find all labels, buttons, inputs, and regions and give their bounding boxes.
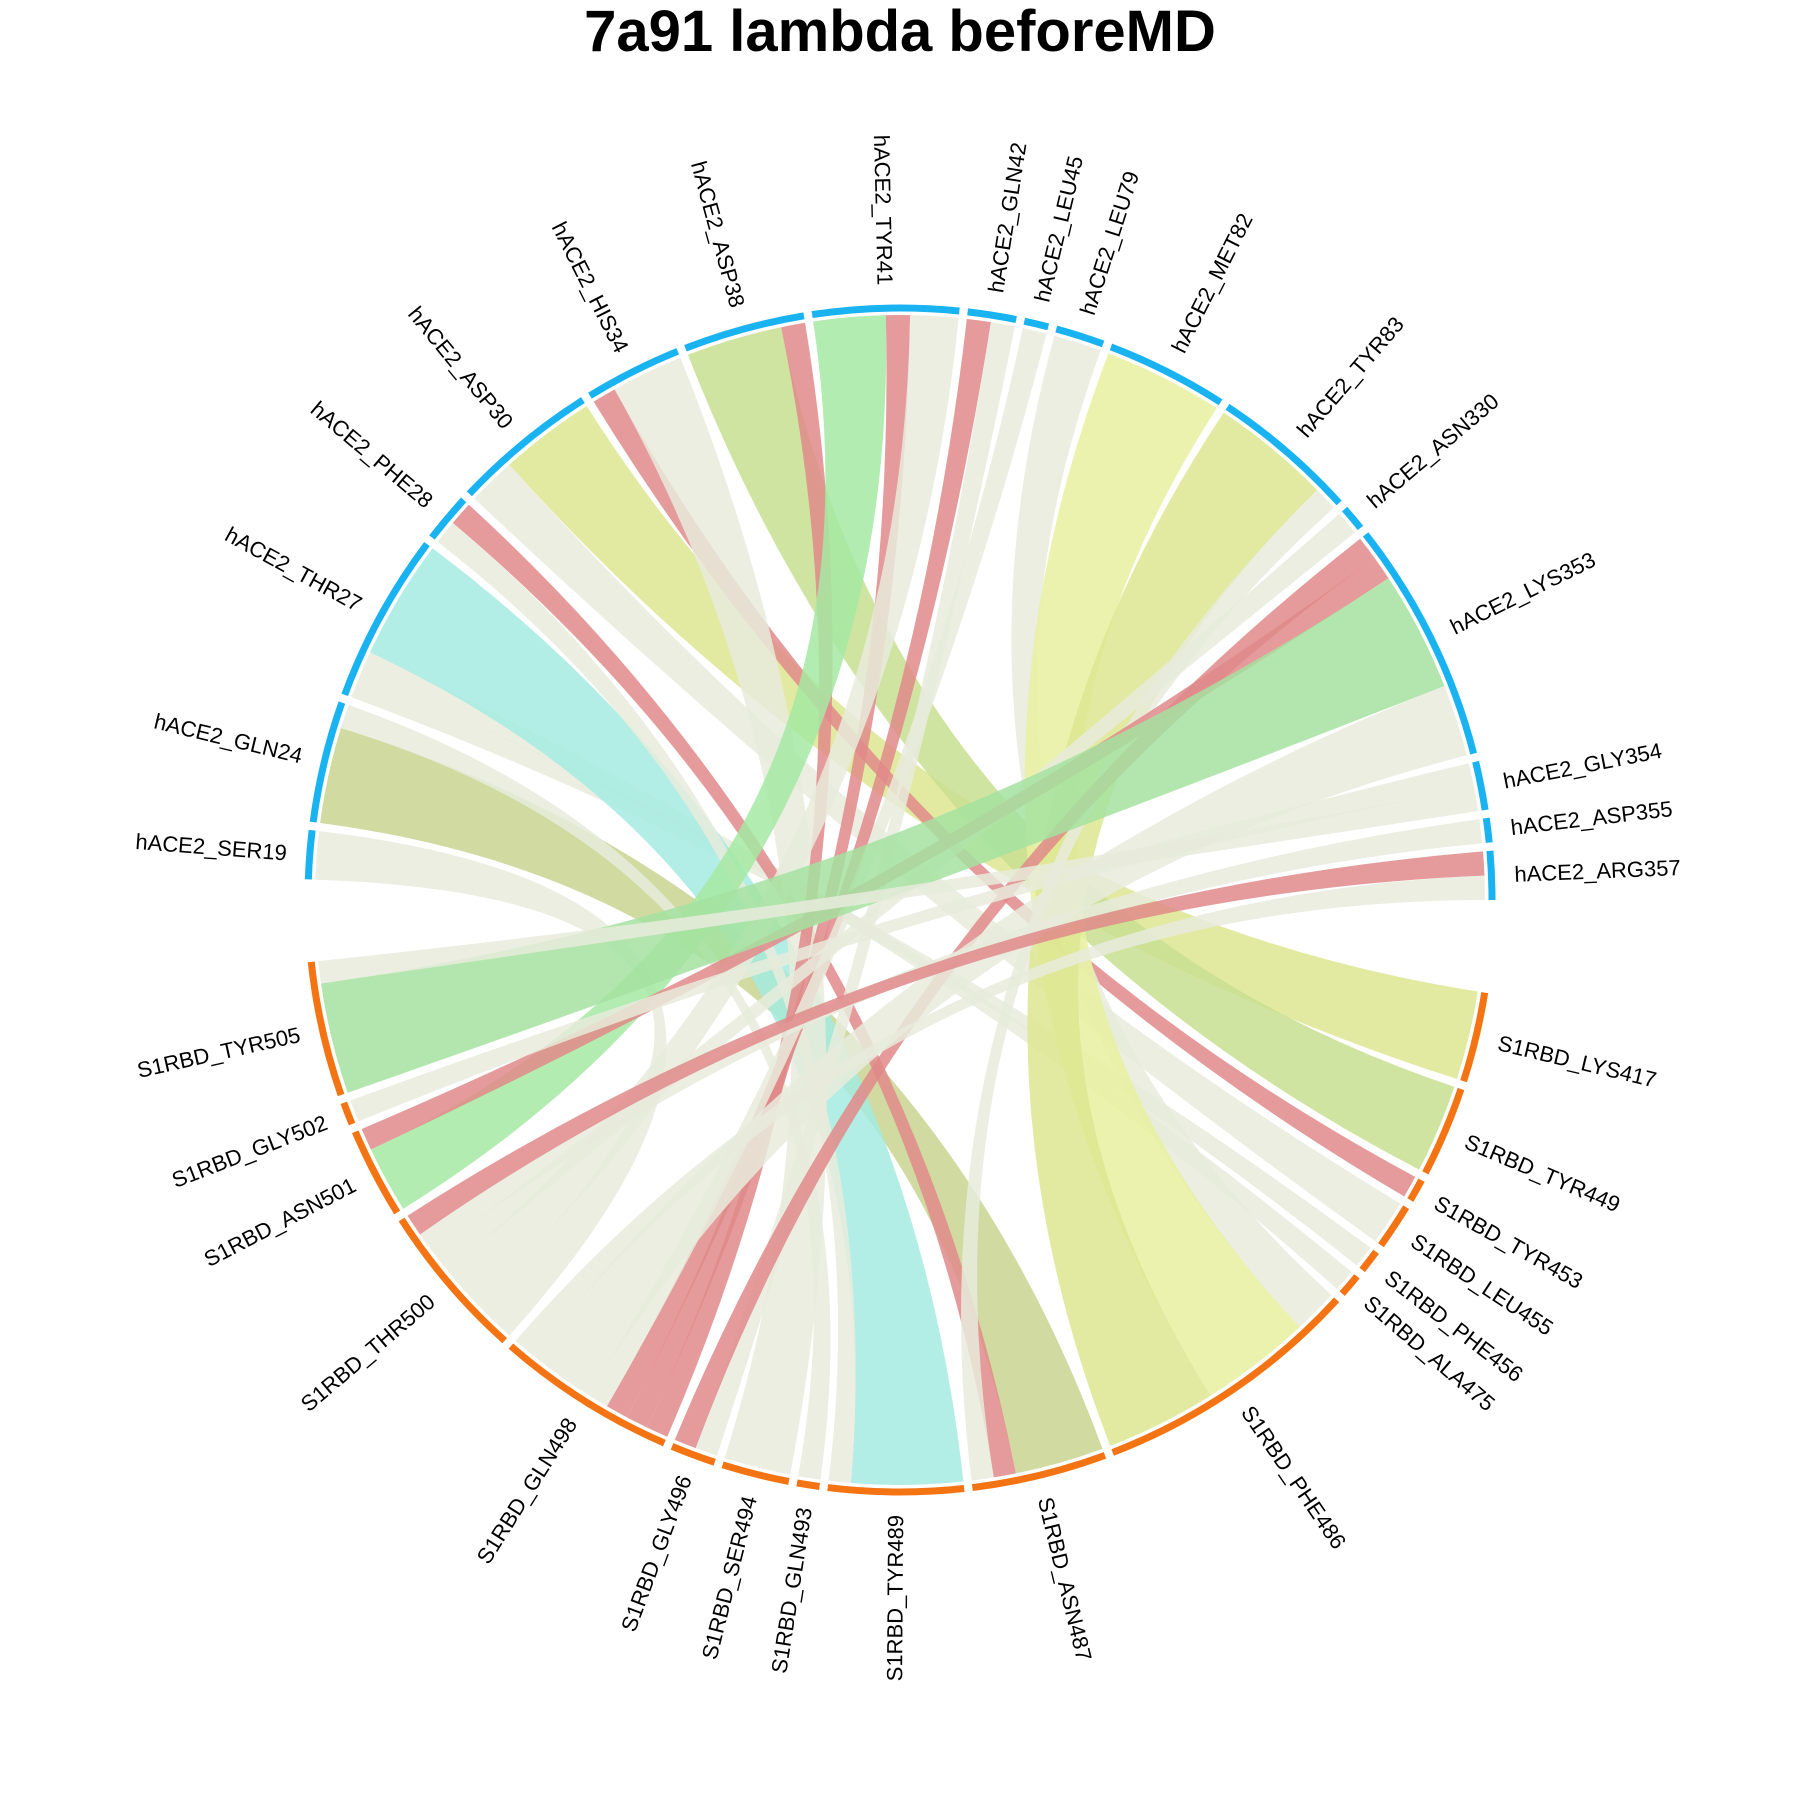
track-segment-S1RBD_GLY496 xyxy=(670,1443,716,1466)
track-layer xyxy=(304,304,1496,1496)
segment-label-hACE2_TYR41: hACE2_TYR41 xyxy=(869,134,898,285)
track-segment-S1RBD_THR500 xyxy=(398,1217,508,1344)
segment-label-hACE2_LYS353: hACE2_LYS353 xyxy=(1446,547,1599,640)
segment-label-S1RBD_GLY502: S1RBD_GLY502 xyxy=(168,1110,331,1193)
segment-label-S1RBD_LYS417: S1RBD_LYS417 xyxy=(1495,1030,1659,1092)
track-segment-hACE2_GLN42 xyxy=(967,308,1017,323)
track-segment-hACE2_GLN24 xyxy=(309,701,346,823)
segment-label-hACE2_ARG357: hACE2_ARG357 xyxy=(1514,855,1681,887)
segment-label-S1RBD_TYR449: S1RBD_TYR449 xyxy=(1461,1129,1624,1217)
ribbon-hACE2_GLN42-S1RBD_GLY496 xyxy=(695,322,1015,1456)
segment-label-S1RBD_SER494: S1RBD_SER494 xyxy=(697,1493,762,1662)
segment-label-S1RBD_GLY496: S1RBD_GLY496 xyxy=(616,1472,697,1635)
segment-label-hACE2_LEU45: hACE2_LEU45 xyxy=(1029,153,1088,304)
track-segment-S1RBD_TYR505 xyxy=(307,961,345,1097)
segment-label-S1RBD_ASN487: S1RBD_ASN487 xyxy=(1033,1495,1097,1664)
segment-label-hACE2_HIS34: hACE2_HIS34 xyxy=(547,218,634,357)
track-segment-hACE2_ASP355 xyxy=(1482,817,1493,843)
ribbon-hACE2_ASP38-S1RBD_GLN498 xyxy=(646,322,833,1437)
track-segment-S1RBD_GLY502 xyxy=(340,1101,356,1126)
segment-label-hACE2_TYR83: hACE2_TYR83 xyxy=(1292,312,1409,442)
ribbon-hACE2_LYS353-S1RBD_ASN501 xyxy=(361,558,1389,1150)
track-segment-S1RBD_ASN487 xyxy=(971,1452,1107,1492)
segment-label-hACE2_LEU79: hACE2_LEU79 xyxy=(1075,168,1144,318)
ribbon-hACE2_ASP30-S1RBD_LYS417 xyxy=(509,405,1478,1080)
track-segment-hACE2_LYS353 xyxy=(1362,532,1478,755)
track-segment-hACE2_TYR83 xyxy=(1225,403,1342,506)
track-segment-S1RBD_LEU455 xyxy=(1378,1205,1410,1248)
segment-label-hACE2_ASP355: hACE2_ASP355 xyxy=(1509,796,1673,840)
track-segment-hACE2_ASP30 xyxy=(466,397,585,497)
ribbon-hACE2_GLY354-S1RBD_GLY502 xyxy=(350,763,1474,1122)
ribbon-hACE2_TYR41-S1RBD_ASN501 xyxy=(370,315,887,1209)
segment-label-hACE2_SER19: hACE2_SER19 xyxy=(135,829,288,866)
track-segment-hACE2_THR27 xyxy=(341,541,430,697)
segment-label-S1RBD_TYR489: S1RBD_TYR489 xyxy=(882,1515,908,1681)
segment-label-hACE2_PHE28: hACE2_PHE28 xyxy=(306,396,438,513)
segment-label-hACE2_MET82: hACE2_MET82 xyxy=(1166,209,1257,357)
segment-label-hACE2_ASP38: hACE2_ASP38 xyxy=(686,158,750,310)
ribbon-hACE2_GLY354-S1RBD_TYR505 xyxy=(318,787,1479,984)
segment-label-S1RBD_THR500: S1RBD_THR500 xyxy=(296,1289,440,1417)
track-segment-S1RBD_ASN501 xyxy=(352,1130,401,1215)
ribbon-hACE2_ASP30-S1RBD_LEU455 xyxy=(474,464,1401,1242)
ribbon-hACE2_LEU45-S1RBD_GLN498 xyxy=(587,328,1047,1407)
track-segment-S1RBD_GLN493 xyxy=(796,1479,820,1490)
segment-label-hACE2_GLN24: hACE2_GLN24 xyxy=(152,709,305,769)
segment-label-S1RBD_TYR505: S1RBD_TYR505 xyxy=(135,1022,303,1083)
segment-label-S1RBD_PHE486: S1RBD_PHE486 xyxy=(1236,1401,1351,1554)
ribbon-layer xyxy=(315,315,1485,1486)
chart-title: 7a91 lambda beforeMD xyxy=(584,0,1216,64)
ribbon-hACE2_TYR83-S1RBD_PHE486 xyxy=(1027,412,1318,1446)
ribbon-hACE2_TYR41-S1RBD_THR500 xyxy=(447,315,959,1305)
track-segment-hACE2_ASP38 xyxy=(684,312,805,352)
segment-label-hACE2_THR27: hACE2_THR27 xyxy=(221,522,366,617)
ribbon-hACE2_THR27-S1RBD_TYR489 xyxy=(370,548,964,1486)
ribbon-hACE2_LEU79-S1RBD_PHE486 xyxy=(1011,335,1332,1328)
track-segment-hACE2_SER19 xyxy=(304,829,316,880)
segment-label-hACE2_GLN42: hACE2_GLN42 xyxy=(983,141,1031,295)
segment-label-S1RBD_GLN493: S1RBD_GLN493 xyxy=(766,1506,817,1675)
segment-label-hACE2_GLY354: hACE2_GLY354 xyxy=(1501,738,1664,794)
ribbon-hACE2_LYS353-S1RBD_GLN498 xyxy=(532,685,1467,1395)
ribbon-hACE2_THR27-S1RBD_ALA475 xyxy=(360,652,1352,1289)
track-segment-S1RBD_PHE456 xyxy=(1359,1249,1379,1273)
track-segment-S1RBD_PHE486 xyxy=(1111,1297,1340,1456)
track-segment-S1RBD_TYR489 xyxy=(827,1484,965,1496)
ribbon-hACE2_SER19-S1RBD_THR500 xyxy=(315,831,667,1336)
ribbon-hACE2_GLN24-S1RBD_ASN487 xyxy=(320,728,1103,1474)
segment-label-hACE2_ASN330: hACE2_ASN330 xyxy=(1362,388,1503,513)
track-segment-S1RBD_GLN498 xyxy=(508,1343,666,1447)
track-segment-S1RBD_TYR453 xyxy=(1407,1178,1425,1202)
track-segment-S1RBD_LYS417 xyxy=(1460,992,1489,1083)
track-segment-hACE2_LEU79 xyxy=(1055,325,1105,348)
track-segment-hACE2_MET82 xyxy=(1109,343,1223,406)
track-segment-S1RBD_ALA475 xyxy=(1339,1274,1360,1296)
ribbon-hACE2_GLN42-S1RBD_GLN498 xyxy=(606,318,991,1418)
ribbon-hACE2_ASP38-S1RBD_TYR449 xyxy=(687,327,1455,1170)
ribbon-hACE2_THR27-S1RBD_PHE456 xyxy=(351,674,1371,1266)
track-segment-S1RBD_TYR449 xyxy=(1422,1087,1465,1175)
ribbon-hACE2_HIS34-S1RBD_SER494 xyxy=(614,357,827,1475)
track-segment-hACE2_LEU45 xyxy=(1023,317,1050,331)
ribbon-hACE2_LYS353-S1RBD_TYR505 xyxy=(320,578,1445,1093)
segment-label-S1RBD_ASN501: S1RBD_ASN501 xyxy=(200,1172,360,1271)
track-segment-hACE2_HIS34 xyxy=(588,348,680,399)
track-segment-hACE2_PHE28 xyxy=(429,497,467,540)
track-segment-S1RBD_SER494 xyxy=(721,1461,790,1485)
segment-label-hACE2_ASP30: hACE2_ASP30 xyxy=(403,302,518,434)
segment-label-S1RBD_GLN498: S1RBD_GLN498 xyxy=(472,1413,583,1568)
track-segment-hACE2_TYR41 xyxy=(811,304,960,319)
track-segment-hACE2_ASN330 xyxy=(1341,506,1364,531)
track-segment-hACE2_ARG357 xyxy=(1486,850,1496,901)
track-segment-hACE2_GLY354 xyxy=(1472,760,1489,811)
